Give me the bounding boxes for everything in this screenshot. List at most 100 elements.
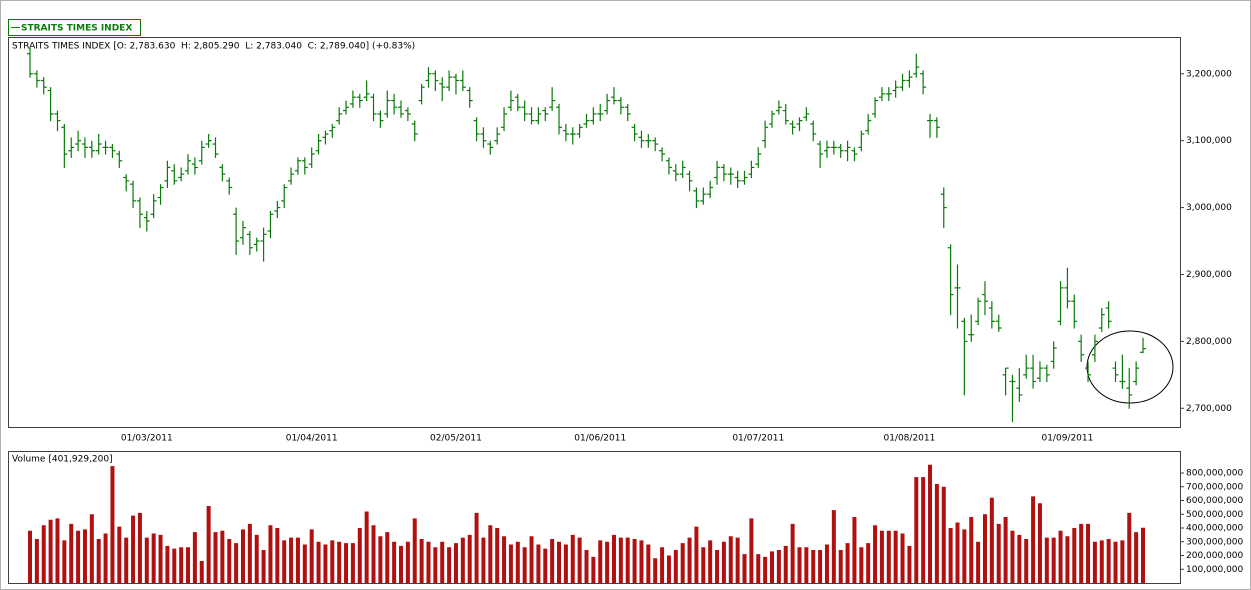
volume-bar	[385, 532, 390, 583]
y-tick-label: 2,700,000	[1186, 404, 1232, 414]
volume-bar	[873, 525, 878, 583]
y-tick-label: 2,900,000	[1186, 270, 1232, 280]
volume-bar	[914, 477, 919, 583]
volume-bar	[900, 533, 905, 583]
volume-bar	[728, 536, 733, 583]
volume-bar	[749, 518, 754, 583]
volume-bar	[282, 540, 287, 583]
legend-label: STRAITS TIMES INDEX	[21, 24, 132, 34]
volume-bar	[460, 537, 465, 583]
volume-bar	[1065, 536, 1070, 583]
volume-bar	[1113, 541, 1118, 583]
volume-bar	[845, 543, 850, 583]
volume-bar	[1003, 517, 1008, 583]
volume-bar	[62, 540, 67, 583]
volume-bar	[701, 547, 706, 583]
volume-bar	[302, 544, 307, 583]
x-tick-label: 01/03/2011	[121, 434, 173, 444]
volume-bar	[467, 534, 472, 583]
volume-bar	[646, 544, 651, 583]
volume-bar	[399, 545, 403, 583]
volume-bar	[172, 548, 177, 583]
volume-bar	[426, 541, 431, 583]
volume-bar	[289, 537, 294, 583]
volume-bar	[158, 534, 163, 583]
volume-bar	[110, 466, 115, 583]
volume-bar	[666, 555, 671, 583]
volume-bar	[508, 544, 513, 583]
volume-bar	[563, 544, 568, 583]
volume-bar	[234, 543, 239, 583]
x-tick-label: 01/07/2011	[732, 434, 784, 444]
volume-bar	[921, 477, 926, 583]
volume-bar	[186, 547, 191, 583]
volume-bar	[1106, 539, 1111, 583]
y-tick-label: 400,000,000	[1186, 524, 1244, 534]
volume-bar	[529, 536, 534, 583]
volume-bar	[206, 506, 211, 583]
volume-bar	[577, 537, 582, 583]
volume-bar	[1092, 541, 1097, 583]
volume-bar	[989, 497, 994, 583]
volume-bar	[453, 543, 458, 583]
volume-bar	[1134, 532, 1139, 583]
volume-bar	[350, 543, 355, 583]
volume-bar	[1017, 534, 1022, 583]
volume-bar	[213, 532, 218, 583]
volume-bar	[96, 539, 101, 583]
volume-bar	[557, 541, 562, 583]
volume-bar	[117, 526, 122, 583]
volume-bar	[721, 541, 726, 583]
volume-bar	[1051, 537, 1056, 583]
volume-bar	[570, 534, 575, 583]
volume-bar	[323, 544, 328, 583]
volume-bar	[996, 523, 1001, 583]
volume-title: Volume [401,929,200]	[12, 455, 113, 465]
volume-bar	[419, 539, 424, 583]
volume-bar	[1099, 540, 1104, 583]
volume-bar	[1086, 523, 1091, 583]
y-tick-label: 200,000,000	[1186, 551, 1244, 561]
volume-bar	[976, 541, 981, 583]
price-panel	[8, 37, 1181, 428]
volume-bar	[268, 525, 273, 583]
y-tick-label: 3,100,000	[1186, 136, 1232, 146]
volume-bar	[378, 536, 383, 583]
volume-bar	[131, 515, 136, 583]
volume-bar	[1141, 527, 1145, 583]
volume-bar	[433, 547, 438, 583]
volume-bar	[804, 547, 809, 583]
volume-bar	[756, 554, 761, 583]
volume-bar	[34, 539, 39, 583]
volume-bar	[653, 558, 658, 583]
volume-bar	[1031, 496, 1036, 583]
volume-bar	[165, 545, 170, 583]
volume-bar	[824, 544, 829, 583]
volume-bar	[137, 512, 142, 583]
y-tick-label: 3,000,000	[1186, 203, 1232, 213]
volume-bar	[488, 525, 493, 583]
volume-bar	[962, 529, 967, 583]
volume-bar	[680, 543, 685, 583]
volume-bar	[673, 550, 678, 583]
volume-bar	[708, 540, 713, 583]
volume-bar	[124, 537, 129, 583]
volume-bar	[1024, 539, 1029, 583]
volume-bar	[309, 529, 314, 583]
volume-bar	[447, 547, 452, 583]
volume-bar	[48, 519, 53, 583]
volume-bar	[1044, 537, 1049, 583]
volume-bar	[179, 547, 184, 583]
volume-bar	[364, 511, 369, 583]
volume-bar	[783, 545, 788, 583]
volume-bar	[928, 464, 933, 583]
volume-bar	[392, 541, 397, 583]
volume-bar	[1127, 512, 1132, 583]
volume-bar	[818, 550, 823, 583]
volume-bar	[831, 510, 836, 583]
y-tick-label: 3,200,000	[1186, 69, 1232, 79]
volume-bar	[907, 545, 912, 583]
volume-bar	[797, 547, 802, 583]
volume-bar	[639, 540, 644, 583]
